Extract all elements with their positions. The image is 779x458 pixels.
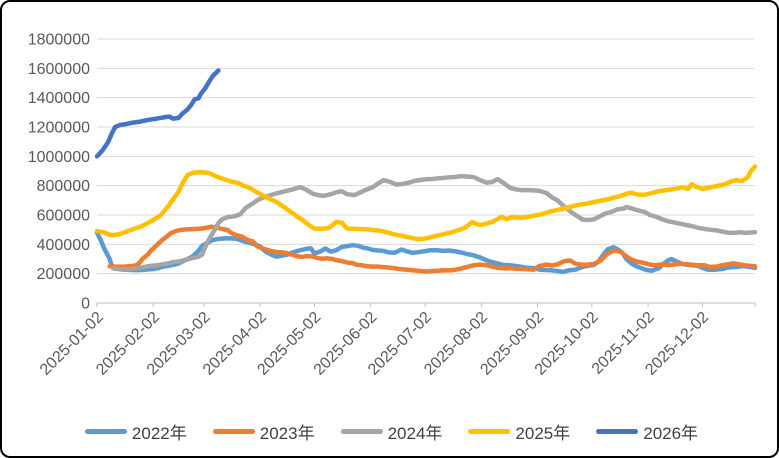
legend-swatch-2022 xyxy=(84,428,127,434)
y-axis-label: 1000000 xyxy=(28,149,90,166)
line-chart: 0 200000 400000 600000 800000 1000000 1200000 1… xyxy=(28,32,758,379)
legend-item-2025[interactable]: 2025年 xyxy=(468,419,570,444)
y-axis-label: 1800000 xyxy=(28,32,90,49)
legend-item-2024[interactable]: 2024年 xyxy=(340,419,443,444)
series-line-2023 xyxy=(107,224,758,274)
y-axis-label: 1400000 xyxy=(28,90,90,107)
legend-item-2026[interactable]: 2026年 xyxy=(596,419,698,444)
y-axis-label: 0 xyxy=(81,296,90,313)
legend-label-2022: 2022年 xyxy=(131,423,187,443)
legend-label-2024: 2024年 xyxy=(387,423,443,443)
legend-swatch-2025 xyxy=(468,428,511,434)
y-axis-label: 1600000 xyxy=(28,61,90,78)
y-axis-label: 200000 xyxy=(37,266,90,283)
legend-label-2026: 2026年 xyxy=(643,423,699,443)
y-axis-label: 400000 xyxy=(37,237,90,254)
series-line-2025 xyxy=(94,164,758,242)
chart-legend: 2022年 2023年 2024年 2025年 2026年 xyxy=(2,414,777,448)
legend-swatch-2024 xyxy=(340,428,383,434)
y-axis-label: 800000 xyxy=(37,178,90,195)
series-line-2024 xyxy=(111,173,758,272)
series-line-2026 xyxy=(94,68,221,159)
legend-swatch-2023 xyxy=(212,428,255,434)
legend-label-2023: 2023年 xyxy=(259,423,315,443)
legend-item-2022[interactable]: 2022年 xyxy=(84,419,187,444)
y-axis-label: 1200000 xyxy=(28,120,90,137)
legend-swatch-2026 xyxy=(596,428,639,434)
legend-label-2025: 2025年 xyxy=(515,423,571,443)
y-axis-label: 600000 xyxy=(37,208,90,225)
legend-item-2023[interactable]: 2023年 xyxy=(212,419,315,444)
